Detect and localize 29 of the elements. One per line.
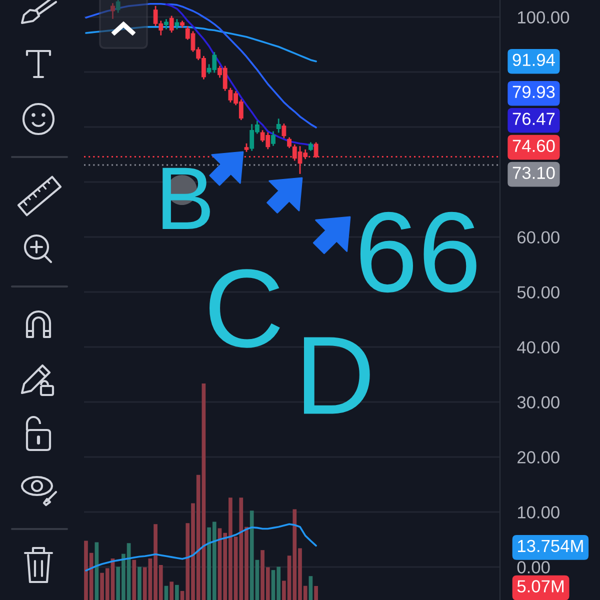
y-tick-label: 0.00 [517, 561, 550, 574]
candlestick [116, 0, 120, 13]
y-tick-label: 40.00 [517, 341, 560, 354]
candlestick [287, 137, 292, 148]
line-series [85, 2, 317, 128]
text: 79.93 [512, 86, 555, 98]
y-tick-label: 50.00 [517, 286, 560, 298]
y2-tick-label: 5.07M [517, 580, 564, 592]
text: 91.94 [512, 54, 555, 66]
annotation: C [210, 269, 280, 348]
candlestick [169, 16, 174, 33]
candlestick [282, 124, 286, 138]
candlestick [271, 131, 276, 146]
y-tick-label: 60.00 [518, 231, 560, 244]
ref-line-label: 73.10 [512, 166, 555, 180]
line-series [165, 3, 317, 148]
ref-line-label: 74.60 [512, 140, 555, 152]
annotation: D [304, 337, 370, 414]
annotation: B [162, 168, 210, 229]
candlestick [276, 118, 281, 133]
candlestick [110, 3, 115, 19]
y-tick-label: 10.00 [518, 506, 560, 518]
text: 66 [360, 212, 476, 293]
y-tick-label: 100.00 [518, 11, 570, 24]
text: 76.47 [512, 112, 555, 126]
y-tick-label: 20.00 [518, 451, 560, 464]
line-series [85, 523, 317, 572]
y-tick-label: 30.00 [517, 396, 560, 408]
y2-tick-label: 13.754M [518, 540, 583, 552]
